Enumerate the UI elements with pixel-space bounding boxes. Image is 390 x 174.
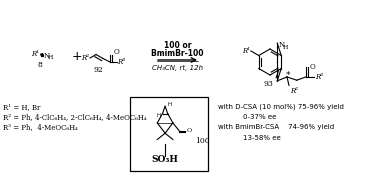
Text: H: H	[157, 113, 161, 118]
Text: R²: R²	[81, 54, 89, 62]
Text: N: N	[44, 52, 50, 60]
Text: R¹: R¹	[32, 50, 39, 58]
Text: with D-CSA (10 mol%) 75-96% yield: with D-CSA (10 mol%) 75-96% yield	[218, 103, 344, 109]
Text: R³: R³	[315, 73, 323, 81]
Text: O: O	[114, 49, 120, 57]
Text: 100 or: 100 or	[164, 42, 191, 50]
Text: R¹: R¹	[242, 47, 250, 55]
Text: 13-58% ee: 13-58% ee	[243, 135, 281, 141]
Text: R¹ = H, Br: R¹ = H, Br	[3, 103, 41, 111]
Text: 93: 93	[263, 80, 273, 88]
Text: H: H	[48, 55, 53, 60]
Text: BmimBr-​100: BmimBr-​100	[151, 49, 204, 57]
Text: R³: R³	[117, 58, 126, 66]
Text: 100: 100	[195, 137, 209, 145]
Text: O: O	[186, 128, 191, 133]
Text: with BmimBr-CSA    74-96% yield: with BmimBr-CSA 74-96% yield	[218, 124, 334, 130]
Text: R² = Ph, 4-ClC₆H₄, 2-ClC₆H₄, 4-MeOC₆H₄: R² = Ph, 4-ClC₆H₄, 2-ClC₆H₄, 4-MeOC₆H₄	[3, 113, 147, 121]
Text: *: *	[286, 72, 290, 80]
Text: 0-37% ee: 0-37% ee	[243, 114, 277, 120]
Text: CH₃CN, rt, 12h: CH₃CN, rt, 12h	[152, 65, 203, 71]
Text: H: H	[282, 45, 287, 50]
Text: SO₃H: SO₃H	[152, 156, 179, 164]
Text: 92: 92	[93, 66, 103, 74]
Text: +: +	[72, 50, 82, 64]
Text: 8: 8	[37, 61, 43, 69]
Text: H: H	[168, 102, 172, 107]
Text: R³ = Ph,  4-MeOC₆H₄: R³ = Ph, 4-MeOC₆H₄	[3, 123, 78, 131]
Text: O: O	[310, 63, 316, 71]
Text: R²: R²	[290, 87, 298, 95]
Bar	[130, 97, 208, 171]
Text: N: N	[278, 41, 284, 49]
